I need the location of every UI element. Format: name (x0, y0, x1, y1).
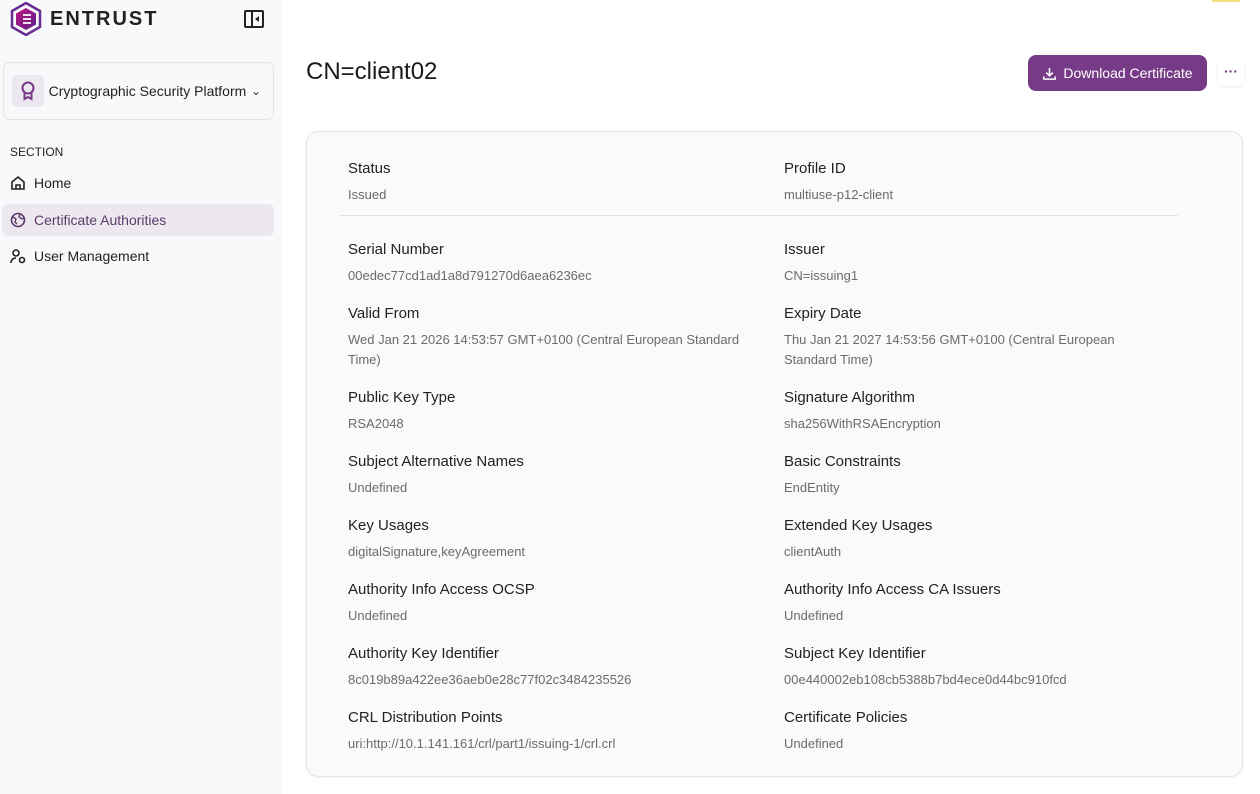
detail-field: Authority Info Access OCSP Undefined (348, 580, 784, 644)
field-value: RSA2048 (348, 416, 404, 431)
sidebar-item-home[interactable]: Home (2, 167, 274, 199)
detail-field: Issuer CN=issuing1 (784, 240, 1178, 304)
globe-icon (10, 212, 26, 228)
detail-field: CRL Distribution Points uri:http://10.1.1… (348, 708, 784, 772)
field-value: 8c019b89a422ee36aeb0e28c77f02c3484235526 (348, 672, 632, 687)
field-value: Issued (348, 187, 387, 202)
detail-field: Certificate Policies Undefined (784, 708, 1178, 772)
field-value: Undefined (348, 608, 408, 623)
field-value: Wed Jan 21 2026 14:53:57 GMT+0100 (Centr… (348, 332, 740, 367)
decoration (1212, 0, 1240, 2)
detail-field: Signature Algorithm sha256WithRSAEncrypti… (784, 388, 1178, 452)
entrust-logo-icon (10, 2, 42, 36)
field-value: sha256WithRSAEncryption (784, 416, 941, 431)
field-value: uri:http://10.1.141.161/crl/part1/issuin… (348, 736, 616, 751)
section-heading: SECTION (10, 145, 64, 159)
chevron-down-icon: ⌄ (250, 84, 261, 98)
field-label: Public Key Type (348, 389, 456, 406)
award-icon (12, 75, 44, 107)
field-label: Signature Algorithm (784, 389, 915, 406)
detail-field: Basic Constraints EndEntity (784, 452, 1178, 516)
more-options-button[interactable]: ··· (1218, 58, 1244, 86)
field-value: Undefined (784, 608, 844, 623)
field-label: Certificate Policies (784, 709, 908, 726)
detail-field: Serial Number 00edec77cd1ad1a8d791270d6ae… (348, 240, 784, 304)
field-value: 00edec77cd1ad1a8d791270d6aea6236ec (348, 268, 592, 283)
field-value: digitalSignature,keyAgreement (348, 544, 526, 559)
collapse-sidebar-icon[interactable] (244, 10, 264, 28)
platform-selector[interactable]: Cryptographic Security Platform ⌄ (3, 62, 274, 120)
field-label: Valid From (348, 305, 420, 322)
detail-field: Valid From Wed Jan 21 2026 14:53:57 GMT+0… (348, 304, 784, 388)
certificate-details-card: Status Issued Profile ID multiuse-p12-cl… (306, 131, 1243, 777)
field-value: Undefined (784, 736, 844, 751)
detail-field: Subject Alternative Names Undefined (348, 452, 784, 516)
detail-field: Public Key Type RSA2048 (348, 388, 784, 452)
field-value: 00e440002eb108cb5388b7bd4ece0d44bc910fcd (784, 672, 1067, 687)
entrust-logo[interactable]: ENTRUST (10, 2, 158, 36)
download-certificate-button[interactable]: Download Certificate (1028, 55, 1207, 91)
brand-name: ENTRUST (50, 7, 159, 30)
sidebar-item-label: Home (34, 175, 72, 191)
field-label: Key Usages (348, 517, 429, 534)
detail-field: Authority Info Access CA Issuers Undefine… (784, 580, 1178, 644)
field-label: Authority Info Access OCSP (348, 581, 535, 598)
field-value: EndEntity (784, 480, 840, 495)
field-label: Basic Constraints (784, 453, 901, 470)
download-icon (1043, 67, 1057, 80)
page-title: CN=client02 (306, 58, 438, 85)
field-label: Profile ID (784, 160, 846, 177)
detail-field: Extended Key Usages clientAuth (784, 516, 1178, 580)
field-value: clientAuth (784, 544, 842, 559)
status-field: Status Issued (340, 159, 784, 216)
field-label: CRL Distribution Points (348, 709, 503, 726)
field-label: Extended Key Usages (784, 517, 933, 534)
sidebar-item-label: User Management (34, 248, 150, 264)
field-label: Subject Key Identifier (784, 645, 926, 662)
detail-field: Subject Key Identifier 00e440002eb108cb53… (784, 644, 1178, 708)
field-value: Undefined (348, 480, 408, 495)
field-label: Issuer (784, 241, 825, 258)
sidebar-item-user-management[interactable]: User Management (2, 240, 274, 272)
field-value: CN=issuing1 (784, 268, 859, 283)
sidebar-item-certificate-authorities[interactable]: Certificate Authorities (2, 204, 274, 236)
field-value: Thu Jan 21 2027 14:53:56 GMT+0100 (Centr… (784, 332, 1115, 367)
field-label: Status (348, 160, 391, 177)
detail-field: Key Usages digitalSignature,keyAgreement (348, 516, 784, 580)
user-gear-icon (10, 249, 26, 264)
detail-field: Authority Key Identifier 8c019b89a422ee36… (348, 644, 784, 708)
download-label: Download Certificate (1063, 65, 1193, 81)
field-value: multiuse-p12-client (784, 187, 894, 202)
field-label: Subject Alternative Names (348, 453, 524, 470)
field-label: Authority Key Identifier (348, 645, 499, 662)
field-label: Expiry Date (784, 305, 862, 322)
sidebar: ENTRUST Cryptographic Security Platform … (0, 0, 282, 794)
field-label: Authority Info Access CA Issuers (784, 581, 1001, 598)
home-icon (11, 175, 25, 190)
profile-id-field: Profile ID multiuse-p12-client (784, 159, 1178, 216)
platform-label: Cryptographic Security Platform (48, 83, 247, 99)
detail-field: Expiry Date Thu Jan 21 2027 14:53:56 GMT+… (784, 304, 1178, 388)
field-label: Serial Number (348, 241, 444, 258)
sidebar-item-label: Certificate Authorities (34, 212, 167, 228)
